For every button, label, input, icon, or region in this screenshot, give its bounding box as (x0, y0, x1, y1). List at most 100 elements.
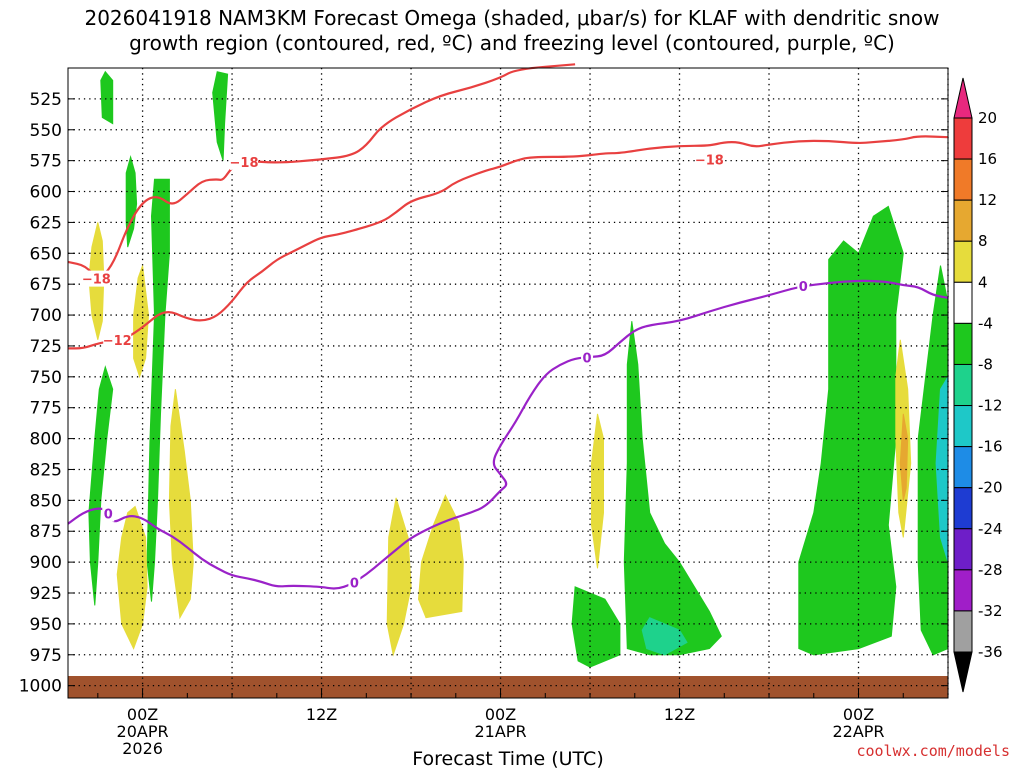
contour-layer: −18 −18 −18 −12 0 0 0 0 (67, 63, 949, 591)
colorbar-label-3: 8 (978, 232, 988, 250)
colorbar-label-9: -20 (978, 479, 1003, 497)
y-tick-label-19: 1000 (19, 677, 62, 697)
ground-surface (68, 676, 948, 698)
contour-label-3: −12 (103, 334, 132, 349)
contour-label-bg-5 (348, 574, 361, 591)
colorbar-swatch-8 (953, 405, 973, 448)
contour-label-1: −18 (230, 156, 259, 171)
colorbar-swatch-13 (953, 610, 973, 653)
colorbar-label-0: 20 (978, 109, 997, 127)
contour-label-6: 0 (583, 351, 592, 366)
x-axis-title: Forecast Time (UTC) (412, 748, 603, 768)
contour-label-0: −18 (82, 273, 111, 288)
plot-frame (67, 67, 949, 699)
omega-region-0 (100, 70, 114, 125)
x-tick-label-4-1: 22APR (832, 722, 884, 741)
y-tick-label-11: 800 (30, 430, 62, 450)
colorbar-label-6: -8 (978, 355, 993, 373)
omega-shading-layer (88, 70, 949, 668)
contour-line-2 (68, 135, 949, 350)
y-tick-label-1: 550 (30, 121, 62, 141)
contour-label-bg-0 (82, 270, 111, 287)
omega-region-15 (386, 497, 412, 657)
x-tick-label-2-0: 00Z (485, 705, 516, 724)
omega-region-5 (623, 321, 722, 656)
colorbar-label-12: -32 (978, 602, 1003, 620)
y-tick-label-5: 650 (30, 244, 62, 264)
colorbar-label-10: -24 (978, 520, 1003, 538)
colorbar-label-13: -36 (978, 643, 1003, 661)
colorbar-bottom-arrow (953, 651, 973, 693)
omega-region-6 (571, 586, 621, 668)
omega-region-9 (641, 617, 688, 656)
colorbar-swatch-12 (953, 569, 973, 612)
omega-region-13 (116, 505, 148, 650)
omega-region-4 (88, 365, 114, 606)
y-tick-label-10: 775 (30, 399, 62, 419)
contour-label-bg-1 (230, 153, 258, 170)
x-tick-label-1-0: 12Z (306, 705, 337, 724)
omega-region-16 (417, 494, 464, 619)
colorbar-label-7: -12 (978, 397, 1003, 415)
contour-label-bg-3 (103, 331, 132, 348)
y-tick-label-2: 575 (30, 152, 62, 172)
y-tick-label-18: 975 (30, 646, 62, 666)
y-tick-label-17: 950 (30, 615, 62, 635)
credit-text[interactable]: coolwx.com/models (856, 742, 1010, 760)
colorbar-top-arrow (953, 77, 973, 119)
colorbar-swatch-2 (953, 158, 973, 201)
colorbar-label-4: 4 (978, 273, 988, 291)
colorbar-swatch-1 (953, 117, 973, 160)
colorbar-swatch-3 (953, 199, 973, 242)
colorbar-label-1: 16 (978, 150, 997, 168)
x-tick-label-0-2: 2026 (122, 739, 163, 758)
colorbar-label-2: 12 (978, 191, 997, 209)
y-tick-label-6: 675 (30, 275, 62, 295)
y-tick-label-8: 725 (30, 337, 62, 357)
contour-line-0 (67, 63, 576, 278)
y-tick-label-14: 875 (30, 522, 62, 542)
y-tick-label-9: 750 (30, 368, 62, 388)
colorbar-swatch-6 (953, 322, 973, 365)
omega-region-19 (899, 413, 909, 501)
contour-label-2: −18 (695, 153, 724, 168)
y-axis-ticks: 525 550 575 600 625 650 675 700 725 750 775 800 825 8… (19, 90, 948, 697)
contour-label-bg-2 (695, 151, 724, 168)
omega-region-14 (168, 389, 194, 620)
contour-label-bg-7 (797, 278, 810, 295)
colorbar-swatch-7 (953, 363, 973, 407)
chart-title-line-1: 2026041918 NAM3KM Forecast Omega (shaded… (84, 6, 940, 30)
colorbar-label-8: -16 (978, 438, 1003, 456)
y-tick-label-15: 900 (30, 553, 62, 573)
colorbar-swatch-9 (953, 446, 973, 489)
y-tick-label-4: 625 (30, 213, 62, 233)
y-tick-label-0: 525 (30, 90, 62, 110)
colorbar-swatch-10 (953, 487, 973, 530)
contour-label-7: 0 (799, 280, 808, 295)
colorbar-label-5: -4 (978, 314, 993, 332)
omega-region-1 (212, 71, 229, 161)
x-tick-label-0-0: 00Z (127, 705, 158, 724)
y-tick-label-16: 925 (30, 584, 62, 604)
contour-label-5: 0 (350, 576, 359, 591)
chart-title-line-2: growth region (contoured, red, ºC) and f… (129, 31, 895, 55)
x-tick-label-0-1: 20APR (117, 722, 169, 741)
x-tick-label-2-1: 21APR (475, 722, 527, 741)
colorbar-label-11: -28 (978, 561, 1003, 579)
y-tick-label-7: 700 (30, 306, 62, 326)
y-tick-label-12: 825 (30, 460, 62, 480)
contour-label-4: 0 (104, 508, 113, 523)
colorbar-swatch-11 (953, 528, 973, 571)
contour-label-bg-4 (102, 505, 115, 522)
y-tick-label-13: 850 (30, 491, 62, 511)
omega-region-7 (798, 205, 904, 656)
x-tick-label-3-0: 12Z (664, 705, 695, 724)
colorbar-swatch-5 (953, 281, 973, 324)
x-tick-label-4-0: 00Z (843, 705, 874, 724)
y-tick-label-3: 600 (30, 183, 62, 203)
colorbar-swatch-4 (953, 240, 973, 283)
colorbar: 20 16 12 8 4 -4 -8 -12 -16 -20 -24 -28 -32 -36 (953, 77, 1003, 693)
contour-label-bg-6 (581, 349, 594, 366)
